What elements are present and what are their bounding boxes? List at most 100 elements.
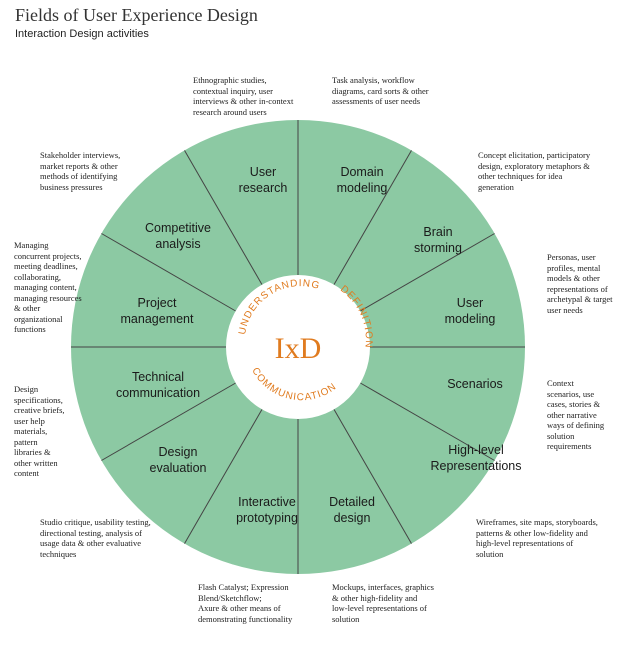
annotation-line: research around users xyxy=(193,106,267,117)
annotation-line: solution xyxy=(547,430,575,441)
annotation-line: models & other xyxy=(547,273,600,283)
annotation-line: Task analysis, workflow xyxy=(332,75,415,85)
annotation-line: collaborating, xyxy=(14,271,61,282)
segment-dividers xyxy=(71,120,525,574)
annotation-line: other techniques for idea xyxy=(478,171,563,181)
annotation-line: requirements xyxy=(547,441,592,451)
annotation-line: Stakeholder interviews, xyxy=(40,150,121,160)
ixd-center-label: IxD xyxy=(275,332,322,365)
annotation-line: Managing xyxy=(14,240,49,250)
annotation-line: managing resources xyxy=(14,292,82,303)
annotation-line: solution xyxy=(476,548,504,559)
annotation-line: representations of xyxy=(547,283,608,294)
segment-domain-modeling: Domain modeling xyxy=(337,165,388,195)
annotation-line: specifications, xyxy=(14,394,63,405)
annotation-line: assessments of user needs xyxy=(332,96,421,106)
annotation-line: market reports & other xyxy=(40,160,118,171)
segment-interactive-prototyping: Interactive prototyping xyxy=(236,495,298,525)
annotation-line: & other xyxy=(14,303,41,313)
annotation-line: generation xyxy=(478,181,514,192)
annotation-line: other written xyxy=(14,457,58,468)
annotation-line: meeting deadlines, xyxy=(14,261,78,271)
annotation-detailed-design: Mockups, interfaces, graphics & other hig… xyxy=(332,582,462,624)
annotation-design-evaluation: Studio critique, usability testing, direc… xyxy=(40,517,190,559)
annotation-line: directional testing, analysis of xyxy=(40,527,142,538)
annotation-line: Wireframes, site maps, storyboards, xyxy=(476,517,598,527)
segment-labels: User research Domain modeling Brain storming U… xyxy=(116,165,522,525)
annotation-line: Mockups, interfaces, graphics xyxy=(332,582,434,592)
segment-divider xyxy=(360,233,495,312)
annotation-line: Design xyxy=(14,384,39,394)
annotation-line: scenarios, use xyxy=(547,388,595,399)
annotation-line: methods of identifying xyxy=(40,171,118,181)
annotation-line: other narrative xyxy=(547,409,597,420)
page-subtitle: Interaction Design activities xyxy=(15,28,149,40)
segment-brain-storming: Brain storming xyxy=(414,225,462,255)
segment-user-modeling: User modeling xyxy=(445,296,496,326)
annotation-high-level-representations: Wireframes, site maps, storyboards, patte… xyxy=(476,517,626,559)
annotation-line: Concept elicitation, participatory xyxy=(478,150,591,160)
annotation-line: Personas, user xyxy=(547,252,596,262)
segment-detailed-design: Detailed design xyxy=(329,495,375,525)
annotation-line: Studio critique, usability testing, xyxy=(40,517,151,527)
annotation-domain-modeling: Task analysis, workflow diagrams, card so… xyxy=(332,75,462,107)
annotation-line: interviews & other in-context xyxy=(193,96,294,106)
segment-divider xyxy=(360,382,495,461)
segment-divider xyxy=(101,233,236,312)
annotation-scenarios: Context scenarios, use cases, stories & oth… xyxy=(547,378,627,452)
annotation-line: functions xyxy=(14,324,46,334)
annotation-line: cases, stories & xyxy=(547,399,601,409)
annotation-line: techniques xyxy=(40,548,77,559)
annotation-line: content xyxy=(14,468,40,478)
wheel-center-circle xyxy=(226,275,370,419)
annotation-line: contextual inquiry, user xyxy=(193,85,273,96)
annotation-line: diagrams, card sorts & other xyxy=(332,85,429,96)
annotation-line: low-level representations of xyxy=(332,603,427,613)
annotation-user-modeling: Personas, user profiles, mental models & o… xyxy=(547,252,627,315)
annotation-line: user help xyxy=(14,415,45,426)
segment-divider xyxy=(333,150,412,285)
annotation-line: materials, xyxy=(14,426,48,436)
annotation-line: demonstrating functionality xyxy=(198,613,293,624)
annotation-line: Context xyxy=(547,378,574,388)
segment-high-level-representations: High-level Representations xyxy=(430,443,521,473)
annotation-line: design, exploratory metaphors & xyxy=(478,160,590,171)
annotation-technical-communication: Design specifications, creative briefs, use… xyxy=(14,384,94,479)
annotation-competitive-analysis: Stakeholder interviews, market reports & … xyxy=(40,150,170,192)
annotation-line: profiles, mental xyxy=(547,262,601,273)
segment-divider xyxy=(184,150,263,285)
annotation-line: Axure & other means of xyxy=(198,603,281,613)
segment-divider xyxy=(184,409,263,544)
segment-scenarios: Scenarios xyxy=(447,377,503,391)
annotation-line: archetypal & target xyxy=(547,294,613,304)
annotation-line: pattern xyxy=(14,436,38,447)
annotation-line: concurrent projects, xyxy=(14,250,82,261)
annotation-line: business pressures xyxy=(40,181,103,192)
annotation-line: solution xyxy=(332,613,360,624)
annotation-interactive-prototyping: Flash Catalyst; Expression Blend/Sketchfl… xyxy=(198,582,328,624)
annotation-brain-storming: Concept elicitation, participatory design… xyxy=(478,150,618,192)
annotation-line: Flash Catalyst; Expression xyxy=(198,582,289,592)
annotation-line: Ethnographic studies, xyxy=(193,75,267,85)
annotation-line: creative briefs, xyxy=(14,405,65,415)
annotation-line: libraries & xyxy=(14,447,51,457)
segment-competitive-analysis: Competitive analysis xyxy=(145,221,211,251)
annotation-line: organizational xyxy=(14,313,63,324)
annotation-line: managing content, xyxy=(14,282,77,292)
annotation-line: usage data & other evaluative xyxy=(40,538,142,548)
annotation-line: high-level representations of xyxy=(476,538,574,548)
annotation-line: patterns & other low-fidelity and xyxy=(476,527,588,538)
annotation-project-management: Managing concurrent projects, meeting dead… xyxy=(14,240,104,335)
annotation-user-research: Ethnographic studies, contextual inquiry,… xyxy=(193,75,323,117)
segment-project-management: Project management xyxy=(121,296,194,326)
segment-user-research: User research xyxy=(239,165,288,195)
segment-technical-communication: Technical communication xyxy=(116,370,200,400)
annotation-line: Blend/Sketchflow; xyxy=(198,592,262,603)
segment-divider xyxy=(101,382,236,461)
segment-design-evaluation: Design evaluation xyxy=(150,445,207,475)
annotation-line: ways of defining xyxy=(547,420,605,430)
segment-divider xyxy=(333,409,412,544)
annotation-line: & other high-fidelity and xyxy=(332,592,418,603)
annotation-line: user needs xyxy=(547,304,583,315)
